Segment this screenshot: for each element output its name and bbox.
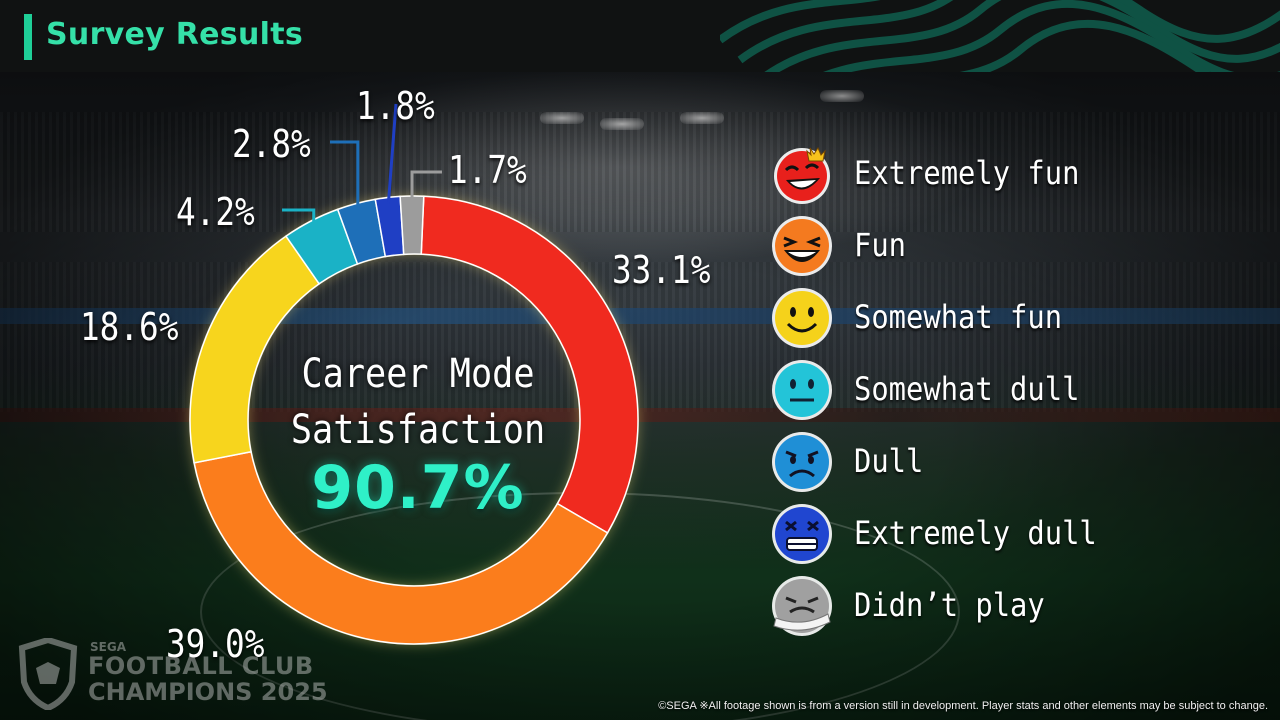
logo-brand: SEGA xyxy=(90,640,126,654)
legend-item-somewhat-dull: Somewhat dull xyxy=(770,358,1250,422)
legend-item-dull: Dull xyxy=(770,430,1250,494)
slice-extremely-fun xyxy=(420,195,639,534)
bandaged-face-icon xyxy=(772,576,832,636)
shield-logo-icon xyxy=(18,638,78,710)
frowning-face-icon xyxy=(772,432,832,492)
wave-pattern-decoration xyxy=(720,0,1280,72)
game-logo: SEGA FOOTBALL CLUB CHAMPIONS 2025 xyxy=(16,636,346,716)
legend-label: Fun xyxy=(854,226,907,264)
grimacing-face-icon xyxy=(772,504,832,564)
legend-item-extremely-fun: Extremely fun xyxy=(770,142,1250,206)
leader-line-didnt-play xyxy=(410,170,442,203)
center-title-line2: Satisfaction xyxy=(290,407,546,453)
crowned-laughing-face-icon xyxy=(774,146,830,204)
legend-label: Dull xyxy=(854,442,924,480)
header-accent xyxy=(24,14,32,60)
legend-label: Extremely dull xyxy=(854,514,1097,552)
legend-label: Somewhat dull xyxy=(854,370,1080,408)
center-value: 90.7% xyxy=(311,453,525,523)
page-title: Survey Results xyxy=(46,17,304,52)
data-label-fun: 39.0% xyxy=(166,622,265,666)
neutral-face-icon xyxy=(772,360,832,420)
legend-label: Extremely fun xyxy=(854,154,1080,192)
copyright-notice: ©SEGA ※All footage shown is from a versi… xyxy=(658,700,1268,712)
legend-item-fun: Fun xyxy=(770,214,1250,278)
data-label-extremely-dull: 1.8% xyxy=(356,84,435,128)
leader-line-extremely-dull xyxy=(386,103,398,204)
legend-label: Somewhat fun xyxy=(854,298,1063,336)
legend-item-somewhat-fun: Somewhat fun xyxy=(770,286,1250,350)
data-label-extremely-fun: 33.1% xyxy=(612,248,711,292)
leader-line-somewhat-dull xyxy=(282,208,316,227)
logo-line3: CHAMPIONS 2025 xyxy=(88,678,328,706)
data-label-somewhat-fun: 18.6% xyxy=(80,305,179,349)
legend-item-extremely-dull: Extremely dull xyxy=(770,502,1250,566)
data-label-dull: 2.8% xyxy=(232,122,311,166)
laughing-face-icon xyxy=(772,216,832,276)
legend-label: Didn’t play xyxy=(854,586,1045,624)
legend-item-didnt-play: Didn’t play xyxy=(770,574,1250,638)
smiling-face-icon xyxy=(772,288,832,348)
data-label-somewhat-dull: 4.2% xyxy=(176,190,255,234)
slice-fun xyxy=(193,450,609,645)
slice-didnt-play xyxy=(399,195,425,256)
data-label-didnt-play: 1.7% xyxy=(448,148,527,192)
logo-line2: FOOTBALL CLUB xyxy=(88,652,314,680)
center-title: Career Mode Satisfaction xyxy=(286,346,550,458)
leader-line-dull xyxy=(330,140,360,210)
center-title-line1: Career Mode xyxy=(301,351,535,397)
header-bar: Survey Results xyxy=(0,0,1280,72)
